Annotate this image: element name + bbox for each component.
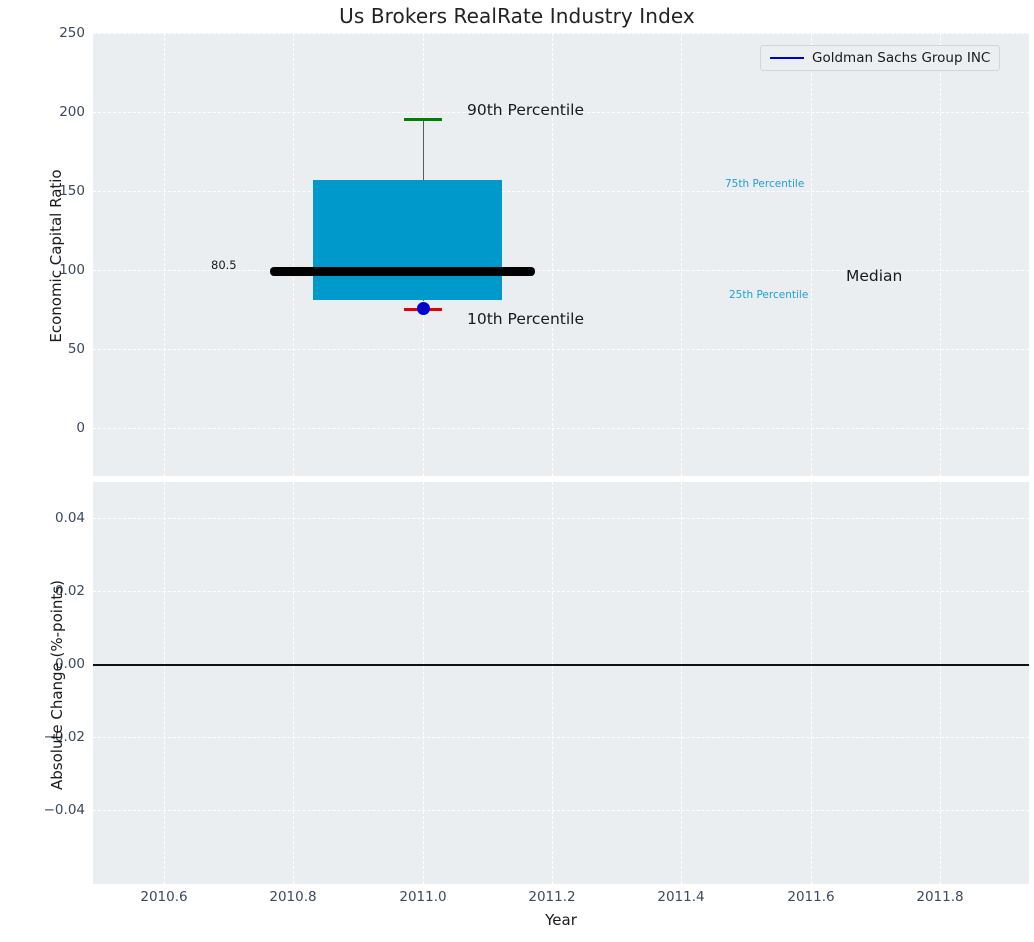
xtick-2011-2: 2011.2	[528, 889, 576, 905]
ytick-bottom-neg-0-04: −0.04	[43, 802, 85, 818]
xtick-2010-6: 2010.6	[140, 889, 188, 905]
bottom-panel-plot-area	[93, 482, 1029, 884]
gridline-v-b-2011-6	[811, 482, 812, 884]
xtick-2011-6: 2011.6	[787, 889, 835, 905]
gridline-v-b-2011-0	[423, 482, 424, 884]
ytick-bottom-0-02: 0.02	[54, 583, 85, 599]
xtick-2010-8: 2010.8	[269, 889, 317, 905]
ytick-bottom-0-04: 0.04	[54, 510, 85, 526]
gridline-h-250	[93, 33, 1029, 34]
annotation-median-value: 80.5	[211, 258, 237, 272]
ytick-top-150: 150	[59, 183, 85, 199]
x-axis-label: Year	[545, 911, 577, 929]
gridline-h-150	[93, 191, 1029, 192]
annotation-25th-percentile: 25th Percentile	[729, 289, 809, 301]
gridline-v-2011-2	[552, 33, 553, 476]
chart-legend[interactable]: Goldman Sachs Group INC	[760, 45, 1001, 71]
ytick-top-250: 250	[59, 25, 85, 41]
gridline-v-2011-4	[681, 33, 682, 476]
median-bar	[270, 267, 535, 276]
gridline-h-0-02	[93, 591, 1029, 592]
gridline-h-50	[93, 349, 1029, 350]
annotation-median: Median	[846, 267, 903, 285]
xtick-2011-0: 2011.0	[399, 889, 447, 905]
legend-item-label: Goldman Sachs Group INC	[812, 50, 991, 66]
top-panel-plot-area: 90th Percentile 75th Percentile Median 2…	[93, 33, 1029, 476]
gridline-v-2010-6	[164, 33, 165, 476]
xtick-2011-4: 2011.4	[657, 889, 705, 905]
gridline-v-2011-6	[811, 33, 812, 476]
gridline-v-2011-8	[940, 33, 941, 476]
box-interquartile-range	[313, 180, 502, 300]
legend-line-icon	[770, 57, 804, 59]
gridline-v-2010-8	[293, 33, 294, 476]
y-axis-label-top: Economic Capital Ratio	[47, 169, 65, 343]
gridline-h-0	[93, 428, 1029, 429]
gridline-h-neg-0-02	[93, 737, 1029, 738]
y-axis-label-bottom: Absolute Change (%-points)	[48, 580, 66, 790]
gridline-v-b-2011-2	[552, 482, 553, 884]
whisker-cap-top-90th	[404, 118, 442, 121]
series-marker-goldman-sachs	[417, 302, 430, 315]
ytick-top-50: 50	[67, 341, 85, 357]
ytick-top-200: 200	[59, 104, 85, 120]
gridline-h-0-04	[93, 518, 1029, 519]
ytick-top-0: 0	[76, 420, 85, 436]
zero-reference-line	[93, 664, 1029, 666]
ytick-top-100: 100	[59, 262, 85, 278]
chart-title: Us Brokers RealRate Industry Index	[339, 4, 695, 28]
annotation-10th-percentile: 10th Percentile	[467, 310, 585, 328]
gridline-v-b-2010-8	[293, 482, 294, 884]
gridline-v-b-2011-4	[681, 482, 682, 884]
gridline-v-b-2011-8	[940, 482, 941, 884]
ytick-bottom-neg-0-02: −0.02	[43, 729, 85, 745]
xtick-2011-8: 2011.8	[916, 889, 964, 905]
gridline-v-b-2010-6	[164, 482, 165, 884]
annotation-75th-percentile: 75th Percentile	[725, 178, 805, 190]
gridline-h-neg-0-04	[93, 810, 1029, 811]
annotation-90th-percentile: 90th Percentile	[467, 101, 585, 119]
ytick-bottom-0-00: 0.00	[54, 656, 85, 672]
